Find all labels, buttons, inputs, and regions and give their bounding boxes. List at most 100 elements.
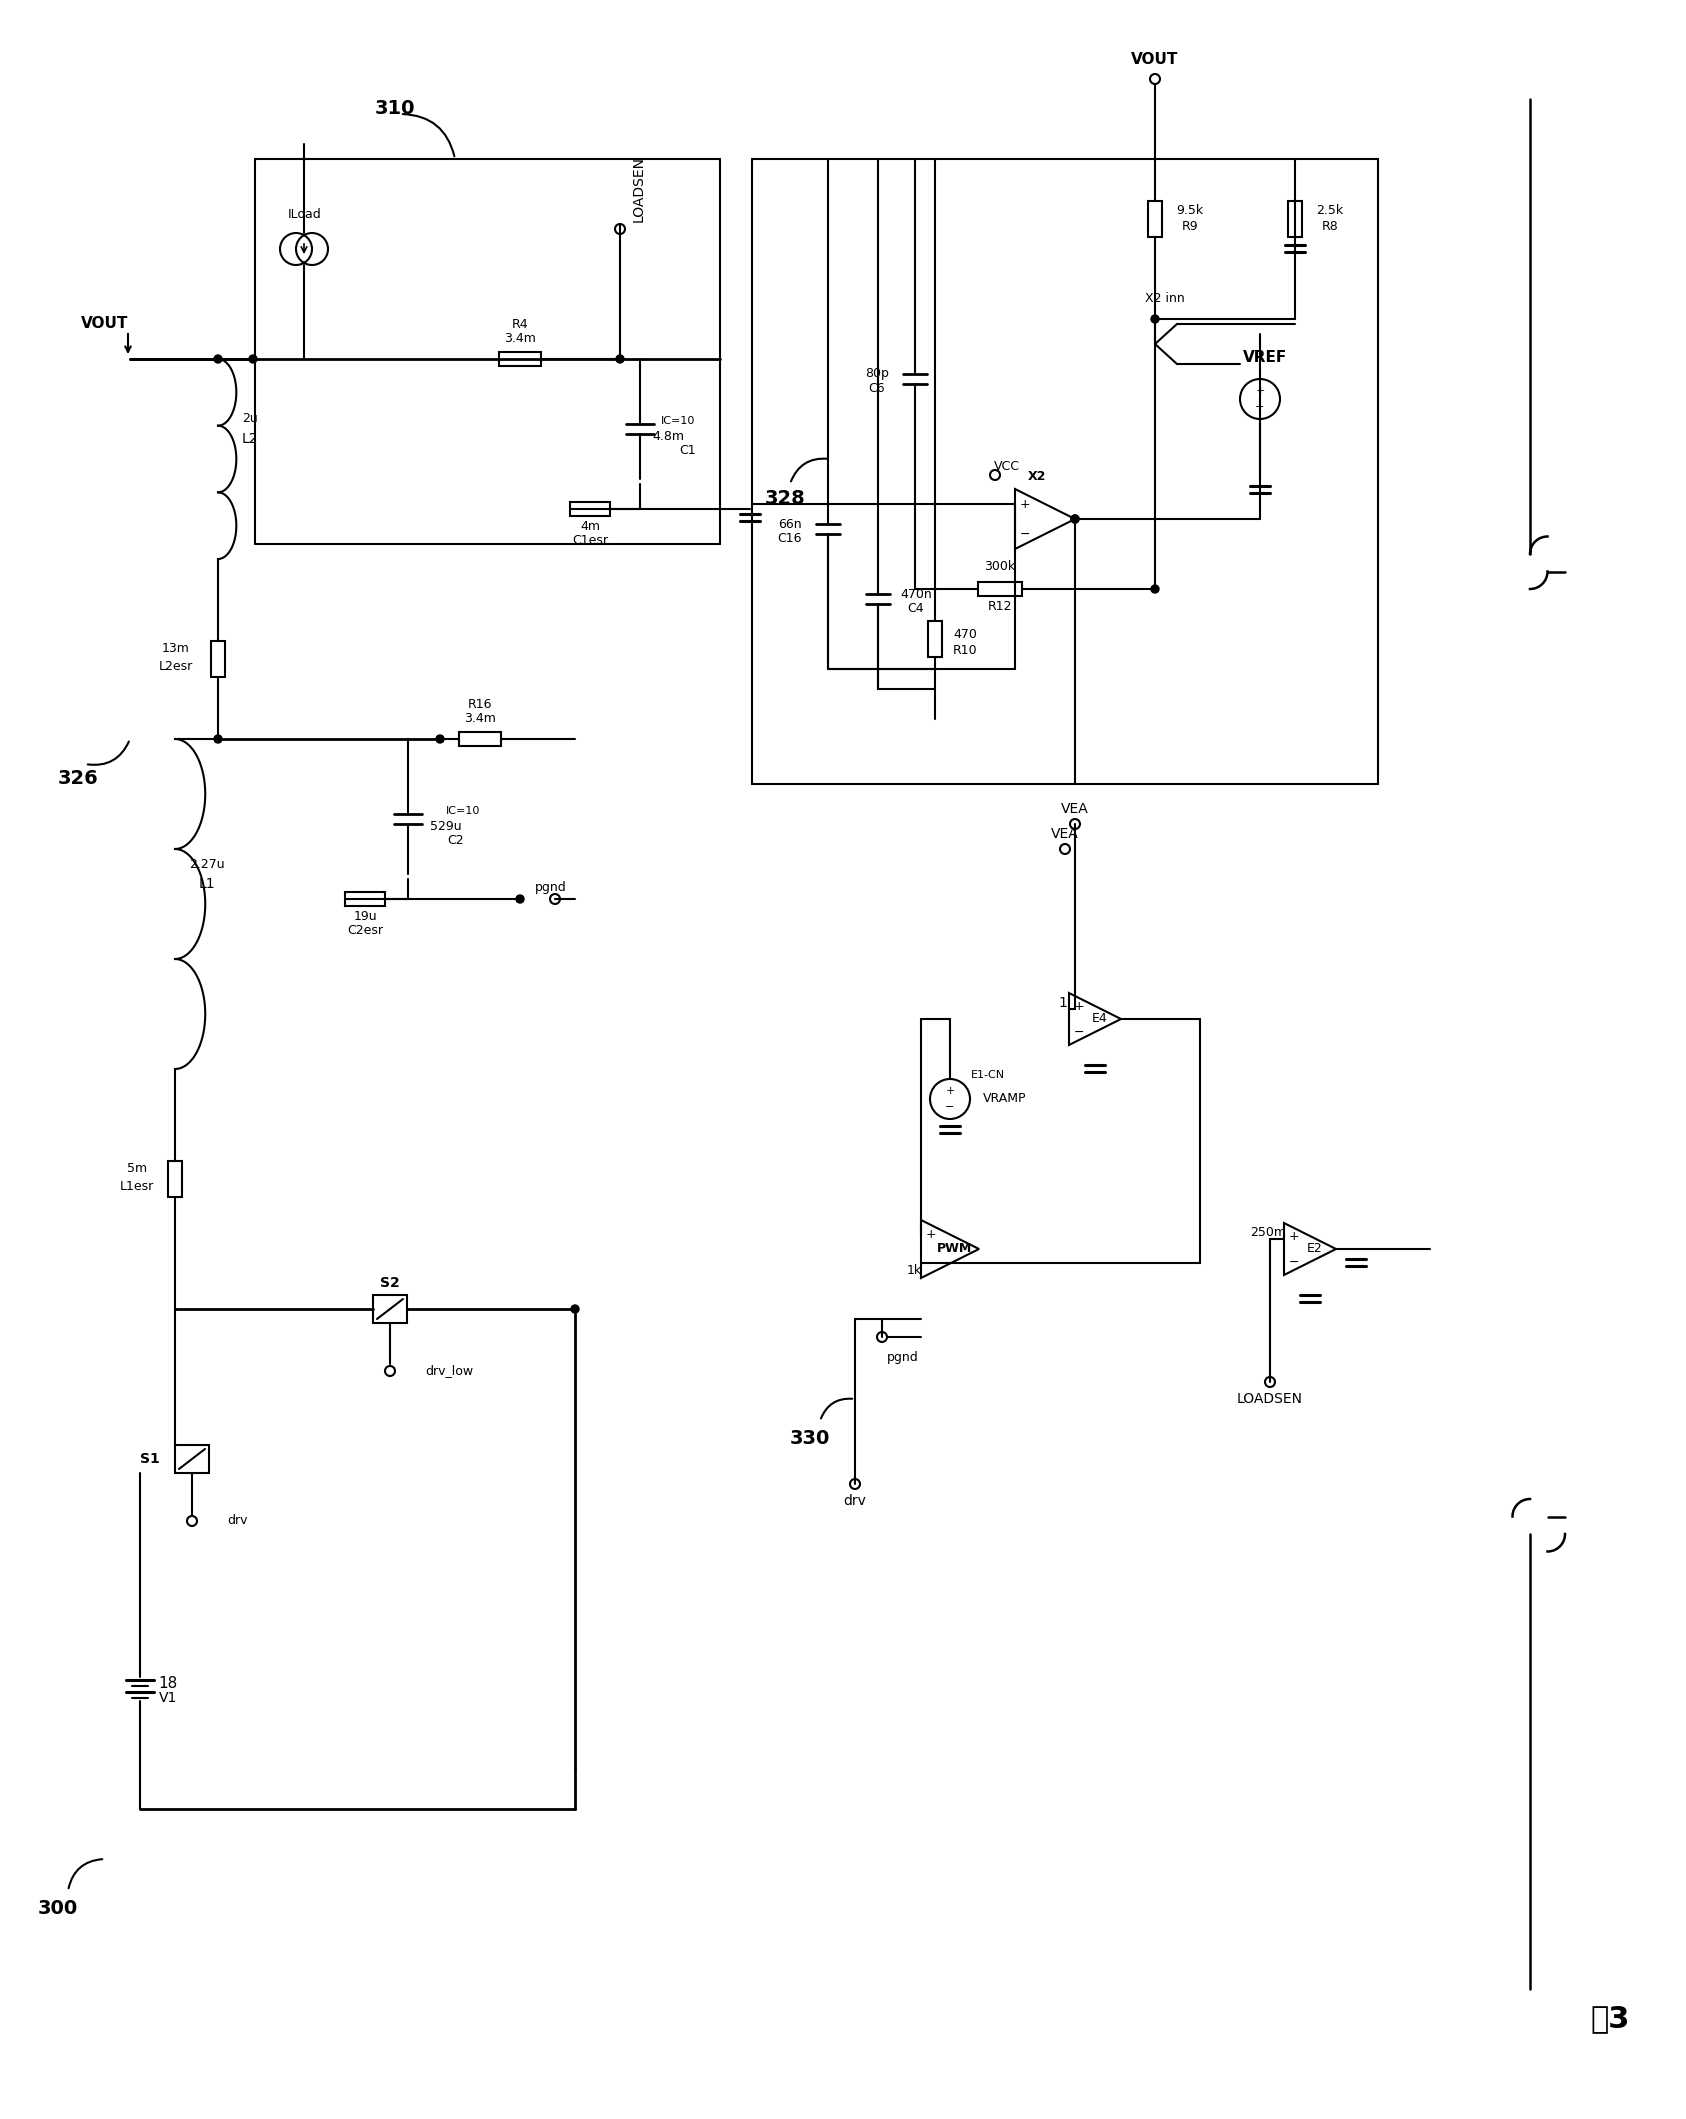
Text: VCC: VCC	[995, 460, 1020, 473]
Text: 470n: 470n	[900, 587, 932, 600]
Text: −: −	[1074, 1026, 1084, 1038]
Text: −: −	[1288, 1254, 1300, 1269]
Text: VEA: VEA	[1050, 826, 1079, 841]
Text: 2u: 2u	[243, 413, 258, 426]
Text: 66n: 66n	[779, 517, 803, 530]
Text: 13m: 13m	[162, 642, 191, 655]
Text: 310: 310	[374, 100, 415, 119]
Circle shape	[1071, 515, 1079, 523]
Text: VREF: VREF	[1243, 350, 1286, 364]
Text: R10: R10	[953, 644, 978, 657]
Text: R9: R9	[1182, 220, 1199, 233]
Bar	[169, 1161, 182, 1197]
Text: 300: 300	[37, 1899, 78, 1918]
Text: VEA: VEA	[1060, 801, 1089, 816]
Text: +: +	[1256, 386, 1264, 396]
Text: IC=10: IC=10	[661, 415, 695, 426]
Text: +: +	[1074, 1000, 1084, 1013]
Text: C6: C6	[868, 384, 885, 396]
Circle shape	[214, 356, 223, 362]
Text: +: +	[1020, 498, 1030, 511]
Text: R4: R4	[511, 318, 528, 331]
Circle shape	[1152, 585, 1158, 593]
Text: 330: 330	[789, 1430, 830, 1449]
Text: 4m: 4m	[580, 521, 600, 534]
Text: 2.27u: 2.27u	[189, 858, 224, 871]
Text: S2: S2	[379, 1276, 400, 1290]
Text: L2esr: L2esr	[158, 661, 194, 674]
Text: 470: 470	[953, 627, 976, 640]
Text: R12: R12	[988, 600, 1012, 615]
Bar	[1288, 201, 1302, 237]
Text: drv: drv	[228, 1515, 248, 1528]
Circle shape	[437, 735, 443, 744]
Text: S1: S1	[140, 1452, 160, 1466]
Text: −: −	[926, 1257, 936, 1269]
Text: C2: C2	[448, 835, 464, 848]
Text: 1: 1	[1059, 996, 1067, 1011]
Circle shape	[615, 356, 624, 362]
Text: +: +	[926, 1229, 936, 1242]
Text: C4: C4	[907, 602, 924, 615]
Text: X2: X2	[1028, 470, 1047, 483]
Bar	[373, 1295, 406, 1322]
Circle shape	[516, 894, 524, 903]
Text: pgnd: pgnd	[534, 882, 566, 894]
Text: VOUT: VOUT	[1131, 51, 1179, 66]
Text: 5m: 5m	[126, 1163, 147, 1176]
Text: E4: E4	[1093, 1013, 1108, 1026]
Text: 250m: 250m	[1249, 1227, 1286, 1240]
Bar	[459, 731, 501, 746]
Text: 4.8m: 4.8m	[652, 430, 685, 443]
Text: L1: L1	[199, 877, 216, 890]
Bar	[346, 892, 384, 907]
Text: 3.4m: 3.4m	[464, 712, 496, 725]
Text: C1esr: C1esr	[572, 534, 609, 547]
Bar	[211, 642, 224, 676]
Text: C16: C16	[777, 532, 803, 545]
Text: 19u: 19u	[352, 911, 376, 924]
Text: L1esr: L1esr	[120, 1180, 153, 1193]
Text: 图3: 图3	[1590, 2005, 1630, 2034]
Text: LOADSEN: LOADSEN	[1238, 1392, 1303, 1407]
Text: 326: 326	[57, 769, 98, 788]
Text: C1: C1	[679, 445, 696, 458]
Bar	[570, 502, 610, 517]
Text: ILoad: ILoad	[288, 208, 322, 220]
Circle shape	[1152, 316, 1158, 322]
Circle shape	[250, 356, 256, 362]
Text: IC=10: IC=10	[445, 805, 481, 816]
Text: −: −	[946, 1102, 954, 1112]
Text: 18: 18	[158, 1676, 177, 1691]
Text: +: +	[946, 1085, 954, 1096]
Text: +: +	[1288, 1229, 1300, 1242]
Bar	[978, 583, 1022, 595]
Text: R16: R16	[467, 699, 492, 712]
Text: PWM: PWM	[937, 1242, 973, 1254]
Circle shape	[214, 735, 223, 744]
Circle shape	[1071, 515, 1079, 523]
Text: 529u: 529u	[430, 820, 462, 833]
Text: R8: R8	[1322, 220, 1339, 233]
Bar	[1148, 201, 1162, 237]
Bar	[175, 1445, 209, 1473]
Text: C2esr: C2esr	[347, 924, 383, 937]
Text: LOADSEN: LOADSEN	[632, 157, 646, 222]
Text: 300k: 300k	[985, 562, 1015, 574]
Text: E1-CN: E1-CN	[971, 1070, 1005, 1081]
Text: drv: drv	[843, 1494, 867, 1509]
Text: 328: 328	[765, 489, 806, 509]
Bar	[927, 621, 942, 657]
Circle shape	[572, 1305, 578, 1314]
Text: VOUT: VOUT	[81, 316, 128, 331]
Bar	[499, 352, 541, 367]
Text: 9.5k: 9.5k	[1177, 206, 1204, 218]
Text: 1k: 1k	[907, 1265, 922, 1278]
Text: VRAMP: VRAMP	[983, 1093, 1027, 1106]
Text: 2.5k: 2.5k	[1317, 206, 1344, 218]
Text: V1: V1	[158, 1691, 177, 1706]
Text: −: −	[1256, 403, 1264, 411]
Text: −: −	[1020, 528, 1030, 540]
Text: X2 inn: X2 inn	[1145, 292, 1185, 305]
Text: 3.4m: 3.4m	[504, 333, 536, 345]
